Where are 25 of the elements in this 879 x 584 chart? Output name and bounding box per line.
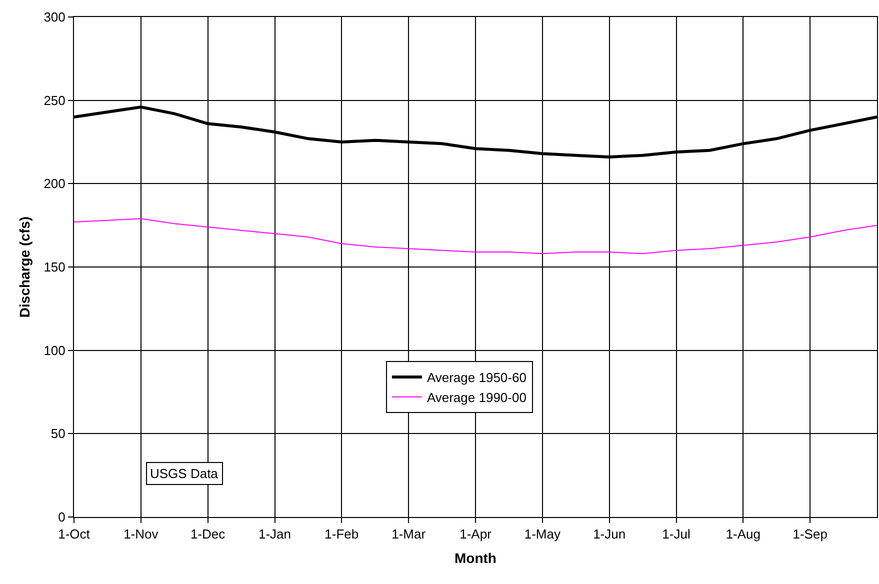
x-tick-label: 1-May (524, 526, 561, 542)
y-tick-label: 100 (44, 342, 66, 358)
legend-label: Average 1950-60 (426, 370, 526, 386)
y-axis-title: Discharge (cfs) (16, 216, 32, 318)
x-tick-label: 1-Aug (726, 526, 761, 542)
legend-label: Average 1990-00 (426, 390, 526, 405)
y-tick-label: 50 (50, 426, 66, 442)
x-tick-label: 1-Nov (124, 526, 159, 542)
x-tick-label: 1-Jan (258, 526, 292, 542)
y-tick-label: 250 (44, 92, 66, 108)
y-tick-label: 0 (58, 510, 66, 525)
x-tick-label: 1-Mar (392, 526, 426, 542)
x-axis-title: Month (454, 550, 496, 566)
x-tick-label: 1-Feb (324, 526, 359, 542)
y-tick-label: 200 (44, 176, 66, 192)
x-tick-label: 1-Oct (58, 526, 90, 542)
y-tick-label: 150 (44, 260, 66, 275)
x-tick-label: 1-Jun (593, 526, 626, 542)
x-tick-label: 1-Dec (190, 526, 226, 542)
y-tick-label: 300 (44, 10, 66, 25)
annotation: USGS Data (150, 466, 219, 481)
x-tick-label: 1-Jul (662, 526, 690, 542)
line-series (74, 218, 877, 254)
x-tick-label: 1-Apr (460, 526, 492, 542)
x-tick-label: 1-Sep (792, 526, 828, 542)
